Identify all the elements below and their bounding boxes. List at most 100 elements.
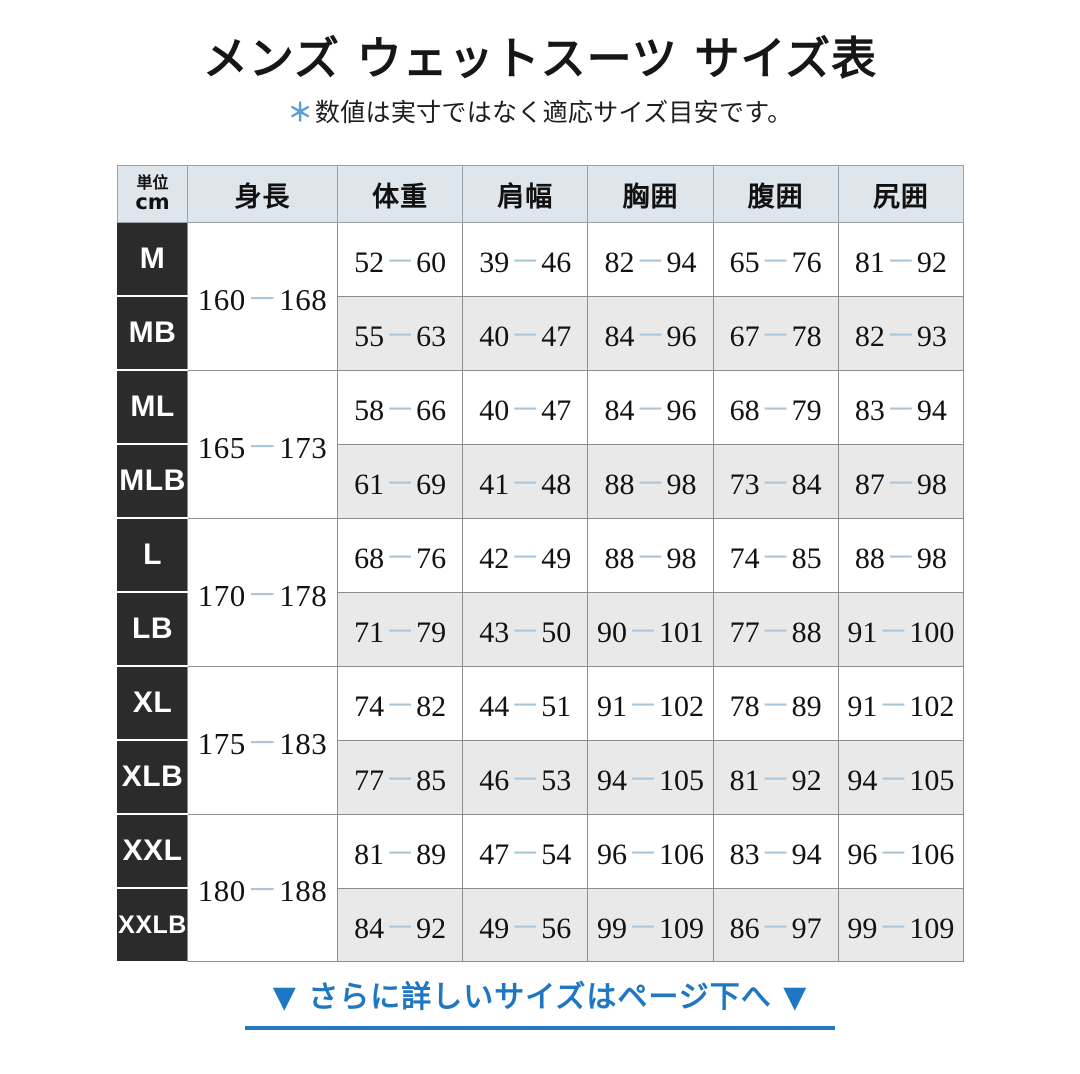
column-header-waist: 腹囲 bbox=[712, 165, 839, 223]
waist-cell: 65－76 bbox=[712, 222, 839, 297]
hip-cell: 81－92 bbox=[837, 222, 964, 297]
range-dash: － bbox=[510, 468, 541, 501]
hip-cell: 88－98 bbox=[837, 517, 964, 593]
height-range-cell: 180－188 bbox=[187, 813, 338, 962]
shoulder-cell: 42－49 bbox=[462, 517, 589, 593]
weight-cell: 68－76 bbox=[336, 517, 464, 593]
size-label-xlb: XLB bbox=[117, 739, 188, 814]
range-dash: － bbox=[760, 764, 791, 797]
range-dash: － bbox=[510, 764, 541, 797]
range-dash: － bbox=[635, 394, 666, 427]
shoulder-cell: 43－50 bbox=[462, 591, 589, 667]
table-row: ML 165－173 58－66 40－47 84－96 68－79 83－94 bbox=[117, 369, 964, 519]
range-dash: － bbox=[510, 394, 541, 427]
range-dash: － bbox=[635, 468, 666, 501]
shoulder-cell: 47－54 bbox=[462, 813, 589, 889]
weight-cell: 81－89 bbox=[336, 813, 464, 889]
table-row: MLB 61－69 41－48 88－98 73－84 87－98 bbox=[117, 443, 964, 519]
height-range-cell: 165－173 bbox=[187, 369, 338, 519]
range-dash: － bbox=[627, 764, 658, 797]
range-dash: － bbox=[635, 542, 666, 575]
table-header-row: 単位 cm 身長 体重 肩幅 胸囲 腹囲 尻囲 bbox=[117, 165, 964, 223]
size-label-l: L bbox=[117, 517, 188, 592]
page-subtitle: ＊数値は実寸ではなく適応サイズ目安です。 bbox=[0, 93, 1080, 129]
range-dash: － bbox=[635, 246, 666, 280]
table-row: LB 71－79 43－50 90－101 77－88 91－100 bbox=[117, 591, 964, 667]
range-dash: － bbox=[246, 577, 279, 613]
chest-cell: 96－106 bbox=[587, 813, 714, 889]
column-header-height: 身長 bbox=[187, 165, 338, 223]
waist-cell: 74－85 bbox=[712, 517, 839, 593]
range-dash: － bbox=[510, 542, 541, 575]
range-dash: － bbox=[510, 838, 541, 871]
size-label-m: M bbox=[117, 222, 188, 296]
more-sizes-link[interactable]: ▼ さらに詳しいサイズはページ下へ ▼ bbox=[272, 980, 808, 1015]
hip-cell: 96－106 bbox=[837, 813, 964, 889]
range-dash: － bbox=[760, 690, 791, 723]
table-body: M 160－168 52－60 39－46 82－94 65－76 81－92 MB 55－63… bbox=[117, 222, 964, 962]
range-dash: － bbox=[385, 246, 416, 280]
table-row: XXL 180－188 81－89 47－54 96－106 83－94 96－106 bbox=[117, 813, 964, 962]
size-label-xl: XL bbox=[117, 665, 188, 740]
range-dash: － bbox=[385, 838, 416, 871]
size-label-lb: LB bbox=[117, 591, 188, 666]
chest-cell: 88－98 bbox=[587, 517, 714, 593]
range-dash: － bbox=[878, 616, 909, 649]
range-dash: － bbox=[246, 429, 279, 465]
chest-cell: 90－101 bbox=[587, 591, 714, 667]
range-dash: － bbox=[385, 911, 416, 945]
range-dash: － bbox=[878, 764, 909, 797]
chest-cell: 99－109 bbox=[587, 887, 714, 962]
range-dash: － bbox=[246, 281, 279, 317]
range-dash: － bbox=[760, 394, 791, 427]
range-dash: － bbox=[760, 320, 791, 353]
waist-cell: 81－92 bbox=[712, 739, 839, 815]
range-dash: － bbox=[385, 764, 416, 797]
shoulder-cell: 40－47 bbox=[462, 369, 589, 445]
table-row: M 160－168 52－60 39－46 82－94 65－76 81－92 bbox=[117, 222, 964, 371]
table-row: MB 55－63 40－47 84－96 67－78 82－93 bbox=[117, 295, 964, 371]
height-range-cell: 160－168 bbox=[187, 222, 338, 371]
hip-cell: 87－98 bbox=[837, 443, 964, 519]
page-title: メンズ ウェットスーツ サイズ表 bbox=[202, 32, 878, 85]
range-dash: － bbox=[760, 616, 791, 649]
chest-cell: 84－96 bbox=[587, 295, 714, 371]
table-row: XLB 77－85 46－53 94－105 81－92 94－105 bbox=[117, 739, 964, 815]
range-dash: － bbox=[385, 468, 416, 501]
chest-cell: 91－102 bbox=[587, 665, 714, 741]
range-dash: － bbox=[878, 911, 909, 945]
range-dash: － bbox=[627, 616, 658, 649]
range-dash: － bbox=[760, 246, 791, 280]
hip-cell: 99－109 bbox=[837, 887, 964, 962]
range-dash: － bbox=[627, 911, 658, 945]
table-row: L 170－178 68－76 42－49 88－98 74－85 88－98 bbox=[117, 517, 964, 667]
range-dash: － bbox=[878, 838, 909, 871]
hip-cell: 94－105 bbox=[837, 739, 964, 815]
height-range-cell: 175－183 bbox=[187, 665, 338, 815]
range-dash: － bbox=[627, 690, 658, 723]
weight-cell: 58－66 bbox=[336, 369, 464, 445]
waist-cell: 73－84 bbox=[712, 443, 839, 519]
unit-label-line1: 単位 bbox=[136, 172, 169, 192]
hip-cell: 91－100 bbox=[837, 591, 964, 667]
range-dash: － bbox=[510, 616, 541, 649]
table-row: XL 175－183 74－82 44－51 91－102 78－89 91－102 bbox=[117, 665, 964, 815]
shoulder-cell: 49－56 bbox=[462, 887, 589, 962]
range-dash: － bbox=[510, 911, 541, 945]
subtitle-text: 数値は実寸ではなく適応サイズ目安です。 bbox=[314, 98, 793, 128]
range-dash: － bbox=[878, 690, 909, 723]
shoulder-cell: 39－46 bbox=[462, 222, 589, 297]
range-dash: － bbox=[510, 246, 541, 280]
shoulder-cell: 41－48 bbox=[462, 443, 589, 519]
range-dash: － bbox=[760, 838, 791, 871]
size-label-ml: ML bbox=[117, 369, 188, 444]
column-header-chest: 胸囲 bbox=[587, 165, 714, 223]
weight-cell: 61－69 bbox=[336, 443, 464, 519]
range-dash: － bbox=[885, 246, 916, 280]
hip-cell: 91－102 bbox=[837, 665, 964, 741]
range-dash: － bbox=[885, 468, 916, 501]
size-table-wrapper: 単位 cm 身長 体重 肩幅 胸囲 腹囲 尻囲 M 160－168 52－60 39－… bbox=[117, 165, 964, 962]
weight-cell: 52－60 bbox=[336, 222, 464, 297]
chest-cell: 88－98 bbox=[587, 443, 714, 519]
